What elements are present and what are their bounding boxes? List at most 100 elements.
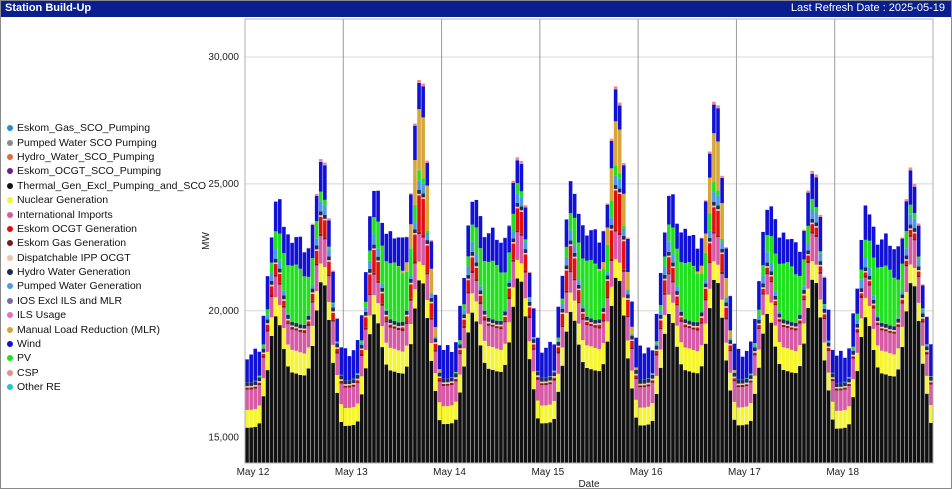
bar-segment [822,277,827,305]
bar-segment [642,379,647,384]
bar-segment [925,316,929,345]
bar-segment [380,222,384,246]
bar-segment [884,351,888,375]
bar-segment [425,243,430,246]
legend-item: Pumped Water SCO Pumping [7,135,207,149]
bar-segment [646,384,651,387]
bar-segment [404,310,409,315]
bar-segment [245,389,249,410]
bar-segment [380,347,384,463]
bar-segment [372,249,376,273]
bar-segment [785,320,790,325]
bar-segment [478,345,483,463]
bar-segment [413,222,417,230]
bar-segment [384,314,389,317]
bar-segment [888,375,892,463]
bar-segment [294,264,298,323]
bar-segment [364,301,368,308]
bar-segment [626,294,630,299]
bar-segment [822,305,827,309]
bar-segment [400,237,405,271]
bar-segment [396,372,401,463]
bar-segment [662,274,667,279]
bar-segment [744,386,749,407]
bar-segment [433,337,438,339]
bar-segment [667,241,671,252]
bar-segment [482,310,487,315]
bar-segment [425,230,430,233]
bar-segment [847,383,851,387]
bar-segment [716,237,720,265]
bar-segment [753,345,757,348]
bar-segment [830,419,835,463]
bar-segment [585,320,589,322]
bar-segment [716,210,720,236]
bar-segment [896,369,900,463]
bar-segment [376,303,380,324]
bar-segment [245,359,249,383]
bar-segment [703,200,708,202]
bar-segment [736,348,741,380]
bar-segment [523,205,528,208]
bar-segment [540,405,544,424]
bar-segment [560,308,565,313]
bar-segment [572,256,577,259]
bar-segment [683,347,688,371]
bar-segment [478,324,483,346]
bar-segment [286,320,290,323]
bar-segment [323,267,327,286]
bar-segment [925,375,929,394]
bar-segment [450,385,454,406]
bar-segment [388,323,393,325]
bar-segment [253,388,258,410]
bar-segment [478,285,483,291]
bar-segment [683,263,688,319]
bar-segment [855,313,860,320]
bar-segment [429,292,434,295]
bar-segment [920,317,925,319]
bar-segment [916,275,921,278]
bar-segment [622,163,626,166]
bar-segment [908,224,913,229]
bar-segment [364,329,368,350]
bar-segment [904,259,909,261]
bar-segment [875,322,880,324]
bar-segment [278,305,282,326]
bar-segment [372,190,376,218]
bar-segment [609,138,614,141]
bar-segment [548,376,552,381]
bar-segment [855,327,860,330]
bar-segment [495,371,499,463]
bar-segment [630,301,634,327]
bar-segment [458,344,462,349]
bar-segment [396,327,401,331]
bar-segment [720,317,724,463]
bar-segment [695,325,700,328]
bar-segment [507,342,511,463]
bar-segment [368,250,372,261]
bar-segment [527,318,532,342]
bar-segment [626,237,630,239]
bar-segment [273,316,278,463]
bar-segment [609,260,614,287]
bar-segment [851,350,855,355]
bar-segment [765,267,769,273]
bar-segment [286,234,290,266]
x-tick-label: May 16 [630,467,663,478]
bar-segment [355,373,360,375]
bar-segment [818,271,823,274]
bar-segment [888,353,892,376]
bar-segment [417,193,421,196]
bar-segment [622,165,626,194]
bar-segment [380,283,384,288]
bar-segment [732,343,737,370]
legend-dot-icon [7,269,13,276]
bar-segment [880,328,884,331]
bar-segment [691,372,696,463]
bar-segment [703,288,708,299]
bar-segment [302,328,307,331]
bar-segment [568,230,573,241]
bar-segment [548,341,552,377]
legend: Eskom_Gas_SCO_Pumping Pumped Water SCO Pu… [7,121,207,394]
bar-segment [597,268,602,271]
